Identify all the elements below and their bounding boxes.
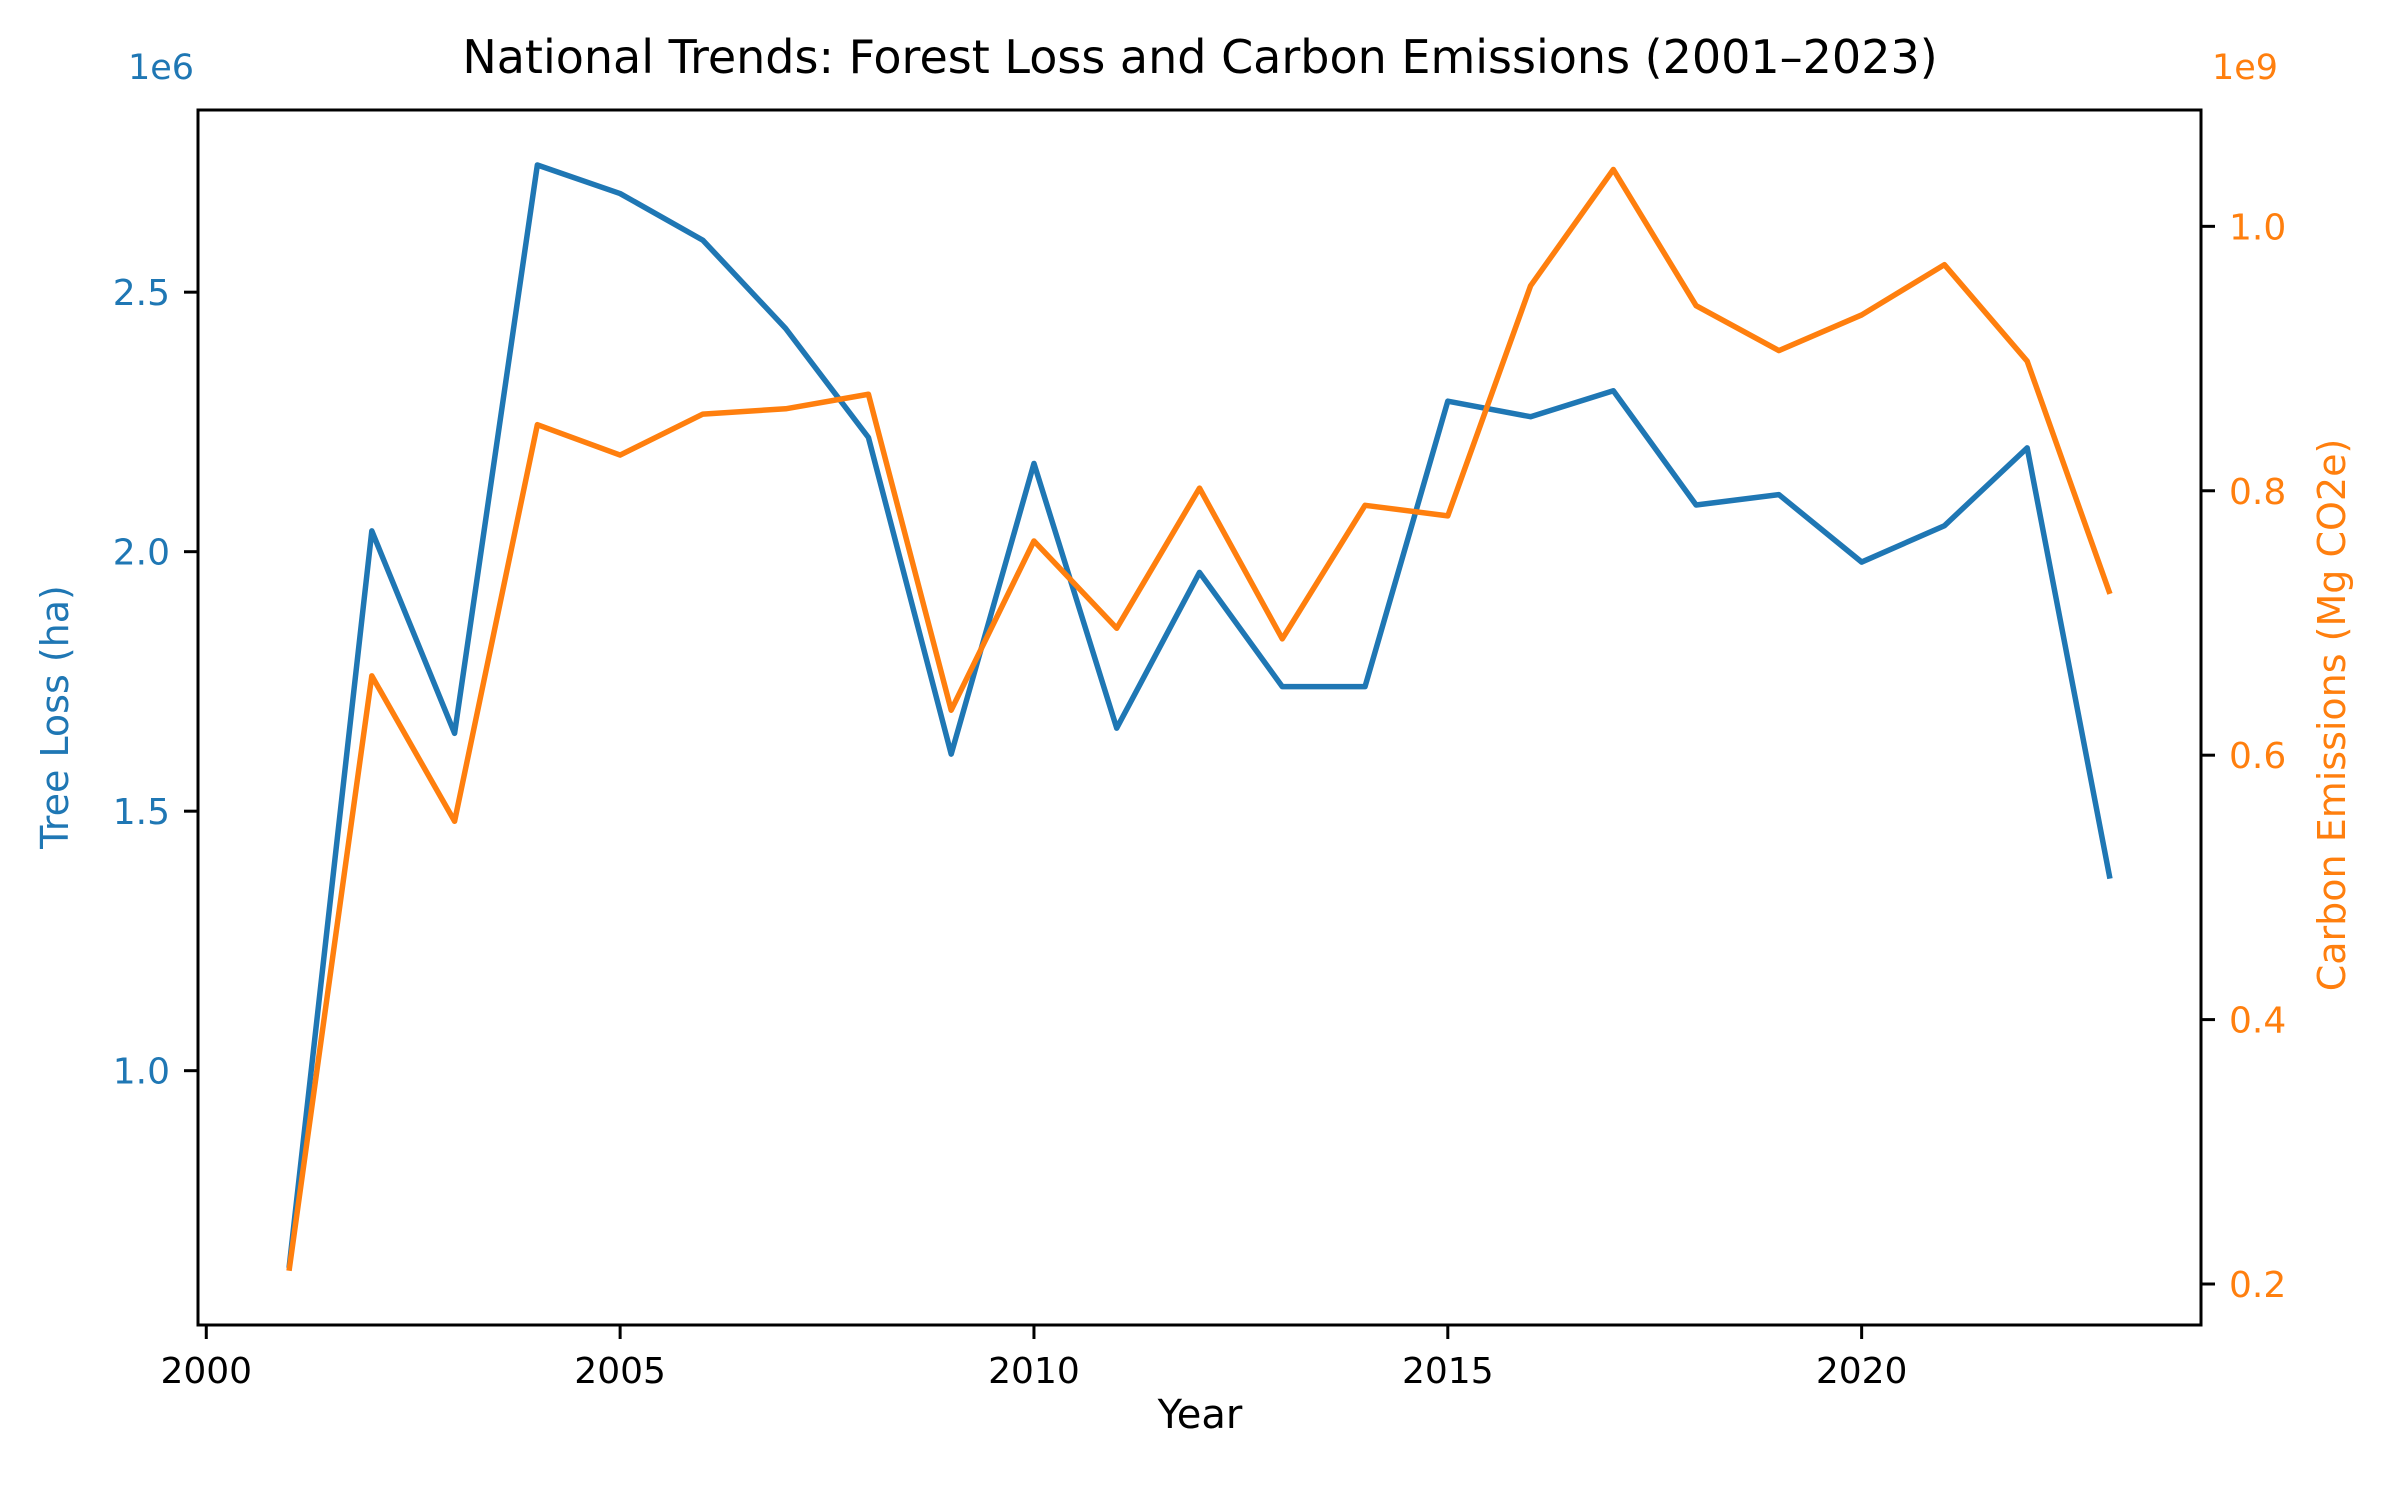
- left-y-tick-label: 2.0: [113, 533, 170, 574]
- x-tick-label: 2000: [160, 1351, 252, 1392]
- tree-loss-line: [286, 162, 2113, 1269]
- chart-title: National Trends: Forest Loss and Carbon …: [462, 30, 1938, 84]
- right-y-tick-label: 1.0: [2229, 207, 2286, 248]
- right-y-tick-label: 0.4: [2229, 1001, 2286, 1042]
- left-y-tick-label: 1.0: [113, 1052, 170, 1093]
- x-tick-label: 2010: [988, 1351, 1080, 1392]
- right-y-tick-label: 0.6: [2229, 736, 2286, 777]
- x-axis-label: Year: [1157, 1392, 1243, 1438]
- left-axis-offset-label: 1e6: [128, 48, 195, 88]
- left-y-tick-label: 2.5: [113, 273, 170, 314]
- right-y-tick-label: 0.2: [2229, 1265, 2286, 1306]
- carbon-emissions-line: [286, 166, 2113, 1272]
- right-axis-label: Carbon Emissions (Mg CO2e): [2310, 438, 2354, 992]
- left-axis-label: Tree Loss (ha): [33, 585, 77, 849]
- right-y-tick-label: 0.8: [2229, 472, 2286, 513]
- x-tick-label: 2015: [1402, 1351, 1494, 1392]
- left-y-tick-label: 1.5: [113, 792, 170, 833]
- x-tick-label: 2005: [574, 1351, 666, 1392]
- plot-border: [196, 108, 2203, 1327]
- x-tick-label: 2020: [1816, 1351, 1908, 1392]
- right-axis-offset-label: 1e9: [2212, 48, 2279, 88]
